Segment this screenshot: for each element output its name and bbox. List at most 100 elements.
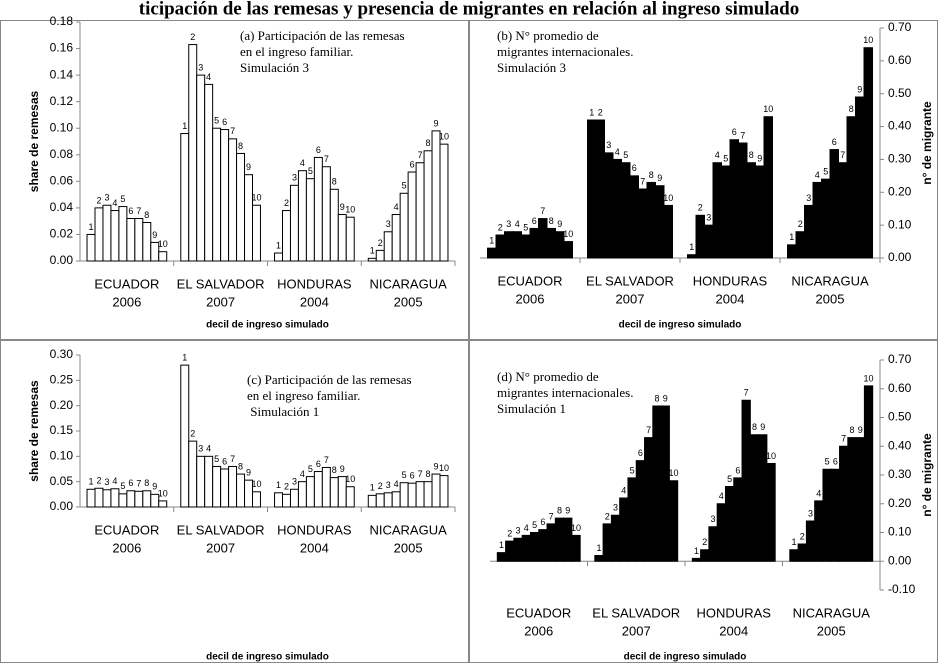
bar [644,437,654,562]
decile-label: 8 [557,506,562,516]
decile-label: 7 [136,206,141,216]
bar [439,475,449,508]
bar [738,142,748,259]
decile-label: 1 [89,222,94,232]
decile-label: 7 [230,126,235,136]
decile-label: 7 [646,425,651,435]
bar [766,463,776,562]
decile-label: 4 [715,150,720,160]
decile-label: 3 [198,444,203,454]
bar [621,162,631,259]
decile-label: 1 [489,236,494,246]
bar [612,158,622,259]
y-tick-label: 0.02 [50,227,74,241]
decile-label: 8 [426,138,431,148]
bar [196,455,206,508]
decile-label: 5 [120,194,125,204]
bar [337,214,347,262]
bar [188,44,198,262]
decile-label: 7 [740,130,745,140]
decile-label: 9 [434,118,439,128]
y-tick-label: 0.60 [888,53,912,67]
bar [635,460,646,562]
y-tick-label: 0.00 [888,250,912,264]
bar [546,523,556,562]
bar [691,557,702,562]
bar [805,520,816,562]
decile-label: 5 [623,150,628,160]
decile-label: 1 [370,246,375,256]
decile-label: 3 [806,193,811,203]
decile-label: 9 [557,219,562,229]
decile-label: 7 [324,154,329,164]
bar [220,129,230,262]
category-label: EL SALVADOR [177,522,265,537]
bar [236,152,246,262]
decile-label: 4 [112,198,117,208]
annotation: (a) Participación de las remesas [240,28,405,43]
decile-label: 1 [694,546,699,556]
decile-label: 9 [152,230,157,240]
bar [375,493,385,508]
bar [204,83,214,262]
bar [795,231,805,259]
bar [855,437,865,562]
decile-label: 8 [332,177,337,187]
category-label: ECUADOR [94,276,159,291]
annotation: en el ingreso familiar. [240,44,353,59]
decile-label: 2 [190,32,195,42]
decile-label: 9 [757,153,762,163]
decile-label: 10 [663,193,673,203]
bar [415,481,425,508]
decile-label: 2 [284,198,289,208]
decile-label: 6 [222,117,227,127]
decile-label: 8 [549,216,554,226]
decile-label: 8 [238,461,243,471]
decile-label: 6 [632,163,637,173]
annotation: (b) N° promedio de [497,28,599,43]
bar [102,204,112,262]
decile-label: 4 [394,479,399,489]
decile-label: 1 [499,540,504,550]
y-tick-label: 0.70 [888,20,912,34]
decile-label: 10 [158,239,168,249]
y-tick-label: 0.16 [50,41,74,55]
decile-label: 10 [571,523,581,533]
decile-label: 6 [832,137,837,147]
bar [594,555,604,562]
y-tick-label: 0.50 [888,86,912,100]
decile-label: 5 [823,167,828,177]
y-tick-label: -0.10 [888,582,916,596]
bar [839,445,849,562]
bar [847,437,857,562]
decile-label: 9 [857,84,862,94]
decile-label: 4 [112,476,117,486]
bar [830,468,841,562]
bar [158,251,168,262]
decile-label: 8 [849,425,854,435]
bar [495,234,505,259]
decile-label: 1 [182,121,187,131]
decile-label: 6 [735,465,740,475]
y-tick-label: 0.10 [50,120,74,134]
bar [652,405,662,562]
bar [126,218,136,262]
annotation: Simulación 1 [497,401,566,416]
y-tick-label: 0.30 [888,152,912,166]
decile-label: 2 [96,476,101,486]
bar [571,534,581,562]
bar [439,143,449,262]
decile-label: 8 [749,150,754,160]
bar [716,503,726,562]
bar [375,249,385,262]
category-year: 2005 [817,623,846,638]
bar [846,116,856,259]
bar [496,552,507,562]
panel-frame [0,20,469,340]
y-tick-label: 0.06 [50,174,74,188]
decile-label: 1 [791,537,796,547]
decile-label: 7 [640,176,645,186]
category-year: 2004 [719,623,748,638]
bar [729,139,739,259]
decile-label: 2 [378,481,383,491]
